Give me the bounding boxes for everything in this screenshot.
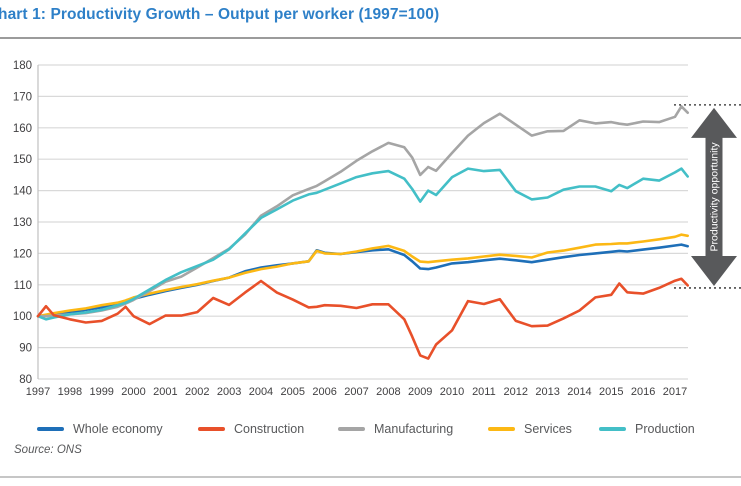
- legend-label: Production: [635, 422, 695, 436]
- y-axis-tick-label: 170: [13, 91, 32, 103]
- legend-label: Whole economy: [73, 422, 163, 436]
- y-axis-tick-label: 100: [13, 311, 32, 323]
- x-axis-tick-label: 2004: [249, 386, 273, 398]
- x-axis-tick-label: 2012: [504, 386, 528, 398]
- legend-item-whole-economy: Whole economy: [37, 420, 163, 438]
- y-axis-tick-label: 80: [19, 374, 32, 386]
- x-axis-tick-label: 2013: [535, 386, 559, 398]
- x-axis-tick-label: 2008: [376, 386, 400, 398]
- x-axis-tick-label: 2000: [121, 386, 145, 398]
- legend-color-chip: [599, 427, 626, 431]
- productivity-opportunity-arrow: [691, 107, 737, 286]
- x-axis-tick-label: 2001: [153, 386, 177, 398]
- legend-label: Services: [524, 422, 572, 436]
- legend-color-chip: [338, 427, 365, 431]
- legend-item-construction: Construction: [198, 420, 304, 438]
- legend-label: Construction: [234, 422, 305, 436]
- y-axis-tick-label: 150: [13, 154, 32, 166]
- legend-color-chip: [488, 427, 515, 431]
- x-axis-tick-label: 2011: [472, 386, 496, 398]
- bottom-divider: [0, 476, 741, 478]
- chart-legend: Whole economy Construction Manufacturing Se…: [0, 420, 741, 438]
- legend-color-chip: [198, 427, 225, 431]
- series-line-services: [36, 233, 690, 318]
- legend-label: Manufacturing: [374, 422, 454, 436]
- y-axis-tick-label: 120: [13, 248, 32, 260]
- y-axis-tick-label: 180: [13, 60, 32, 72]
- productivity-opportunity-label: Productivity opportunity: [709, 142, 721, 252]
- x-axis-tick-label: 2017: [663, 386, 687, 398]
- x-axis-tick-label: 1997: [26, 386, 50, 398]
- legend-item-services: Services: [488, 420, 572, 438]
- legend-item-production: Production: [599, 420, 695, 438]
- x-axis-tick-label: 2007: [344, 386, 368, 398]
- y-axis-tick-label: 160: [13, 123, 32, 135]
- source-note: Source: ONS: [14, 444, 82, 456]
- chart-title: hart 1: Productivity Growth – Output per…: [0, 6, 440, 23]
- x-axis-tick-label: 2002: [185, 386, 209, 398]
- x-axis-tick-label: 2009: [408, 386, 432, 398]
- y-axis-tick-label: 140: [13, 186, 32, 198]
- series-line-construction: [36, 277, 690, 360]
- x-axis-tick-label: 2010: [440, 386, 464, 398]
- series-line-production: [36, 167, 690, 321]
- y-axis-tick-label: 110: [14, 280, 32, 292]
- x-axis-tick-label: 2014: [567, 386, 591, 398]
- x-axis-tick-label: 2015: [599, 386, 623, 398]
- y-axis-tick-label: 130: [13, 217, 32, 229]
- x-axis-tick-label: 1999: [89, 386, 113, 398]
- x-axis-tick-label: 1998: [58, 386, 82, 398]
- x-axis-tick-label: 2003: [217, 386, 241, 398]
- x-axis-tick-label: 2016: [631, 386, 655, 398]
- legend-item-manufacturing: Manufacturing: [338, 420, 453, 438]
- y-axis-tick-label: 90: [19, 343, 32, 355]
- x-axis-tick-label: 2006: [312, 386, 336, 398]
- x-axis-tick-label: 2005: [281, 386, 305, 398]
- top-divider: [0, 37, 741, 39]
- legend-color-chip: [37, 427, 64, 431]
